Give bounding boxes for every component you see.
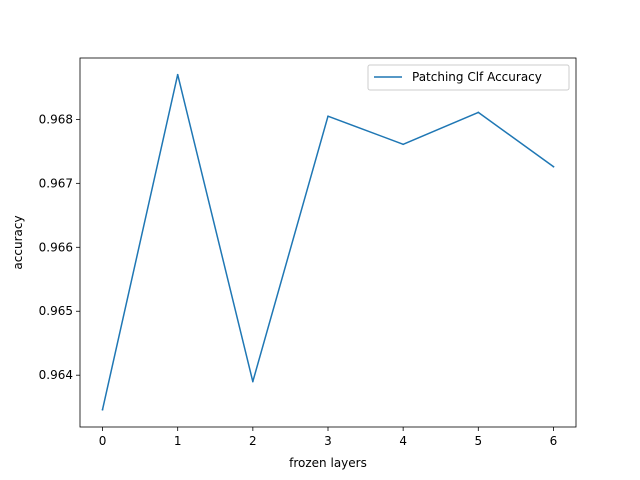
legend: Patching Clf Accuracy: [367, 64, 570, 91]
data-point: [327, 115, 329, 117]
data-point: [252, 380, 254, 383]
y-tick-label: 0.967: [39, 176, 73, 190]
y-tick-label: 0.968: [39, 112, 73, 126]
x-tick-label: 0: [99, 434, 107, 448]
x-axis-label: frozen layers: [289, 456, 367, 470]
y-axis-ticks: 0.964 0.965 0.966 0.967 0.968: [39, 112, 80, 382]
x-tick-label: 5: [474, 434, 482, 448]
x-tick-label: 6: [550, 434, 558, 448]
data-point: [552, 165, 555, 168]
series-layer: [101, 73, 555, 411]
data-point: [477, 111, 480, 114]
x-tick-label: 2: [249, 434, 257, 448]
x-tick-label: 3: [324, 434, 332, 448]
x-tick-label: 4: [399, 434, 407, 448]
data-point: [402, 143, 404, 146]
y-tick-label: 0.966: [39, 240, 73, 254]
plot-area: [79, 57, 577, 428]
data-point: [176, 73, 179, 76]
y-tick-label: 0.964: [39, 368, 73, 382]
y-tick-label: 0.965: [39, 304, 73, 318]
y-axis-label: accuracy: [11, 215, 25, 269]
legend-label: Patching Clf Accuracy: [412, 70, 542, 84]
x-axis-ticks: 0 1 2 3 4 5 6: [99, 427, 558, 448]
legend-frame: [367, 64, 570, 91]
data-point: [101, 408, 104, 411]
x-tick-label: 1: [174, 434, 182, 448]
